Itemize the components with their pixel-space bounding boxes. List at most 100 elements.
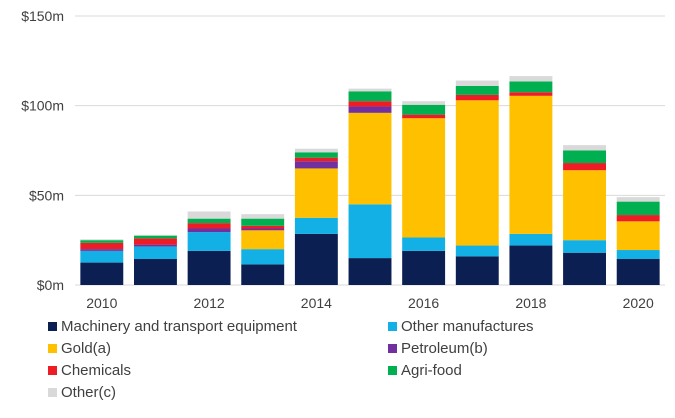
legend-label: Other(c): [61, 384, 117, 401]
bar-segment-2015-machinery-and-transport-equipment: [348, 258, 392, 285]
bar-segment-2013-other-manufactures: [241, 249, 285, 265]
y-axis-tick-labels: $0m $50m $100m $150m: [21, 8, 64, 293]
bar-segment-2017-gold-a: [455, 100, 499, 246]
bar-segment-2014-other-manufactures: [294, 217, 338, 234]
x-tick-label: 2018: [515, 295, 546, 310]
x-tick-label: 2014: [301, 295, 332, 310]
bar-segment-2013-machinery-and-transport-equipment: [241, 264, 285, 285]
bar-segment-2014-gold-a: [294, 168, 338, 218]
bar-segment-2010-agri-food: [80, 240, 124, 243]
bar-segment-2016-chemicals: [402, 114, 446, 119]
legend-item: Machinery and transport equipment: [48, 318, 297, 335]
bar-segment-2014-other-c: [294, 148, 338, 153]
bar-segment-2015-other-c: [348, 88, 392, 92]
bar-segment-2012-agri-food: [187, 218, 231, 224]
bar-segment-2013-agri-food: [241, 218, 285, 226]
bar-segment-2015-gold-a: [348, 112, 392, 205]
bar-segment-2013-other-c: [241, 214, 285, 219]
bar-segment-2011-other-manufactures: [134, 246, 177, 259]
bar-segment-2019-agri-food: [563, 150, 606, 164]
bar-segment-2020-other-c: [616, 197, 660, 202]
legend-swatch: [48, 344, 57, 353]
legend-label: Machinery and transport equipment: [61, 318, 297, 335]
bar-segment-2020-chemicals: [616, 215, 660, 222]
bar-segment-2015-other-manufactures: [348, 204, 392, 259]
bar-segment-2013-gold-a: [241, 230, 285, 250]
bar-segment-2011-other-c: [134, 234, 177, 236]
bar-segment-2016-other-manufactures: [402, 237, 446, 251]
bar-segment-2011-petroleum-b: [134, 244, 177, 247]
bar-segment-2018-chemicals: [509, 92, 553, 96]
legend-swatch: [48, 322, 57, 331]
bar-segment-2017-other-c: [455, 80, 499, 86]
bars: [80, 76, 660, 285]
legend-label: Gold(a): [61, 340, 112, 357]
bar-segment-2017-machinery-and-transport-equipment: [455, 256, 499, 285]
legend-swatch: [48, 388, 57, 397]
bar-segment-2013-petroleum-b: [241, 228, 285, 231]
bar-segment-2019-chemicals: [563, 163, 606, 171]
bar-segment-2020-agri-food: [616, 201, 660, 216]
bar-segment-2018-agri-food: [509, 81, 553, 93]
bar-segment-2016-machinery-and-transport-equipment: [402, 250, 446, 285]
legend-item: Petroleum(b): [388, 340, 488, 357]
bar-segment-2019-gold-a: [563, 170, 606, 241]
legend-swatch: [388, 344, 397, 353]
x-tick-label: 2010: [86, 295, 117, 310]
y-tick-label: $100m: [21, 98, 64, 114]
bar-segment-2019-machinery-and-transport-equipment: [563, 252, 606, 285]
bar-segment-2014-agri-food: [294, 152, 338, 158]
legend-item: Agri-food: [388, 362, 462, 379]
bar-segment-2012-petroleum-b: [187, 228, 231, 233]
bar-segment-2018-gold-a: [509, 95, 553, 234]
x-tick-label: 2012: [194, 295, 225, 310]
bar-segment-2018-other-c: [509, 76, 553, 82]
legend-label: Other manufactures: [401, 318, 534, 335]
x-tick-label: 2020: [623, 295, 654, 310]
legend-item: Other(c): [48, 384, 116, 401]
legend-item: Gold(a): [48, 340, 111, 357]
bar-segment-2012-other-manufactures: [187, 232, 231, 251]
bar-segment-2015-agri-food: [348, 91, 392, 102]
bar-segment-2010-petroleum-b: [80, 249, 124, 251]
bar-segment-2017-agri-food: [455, 85, 499, 95]
bar-segment-2011-chemicals: [134, 238, 177, 245]
legend-label: Agri-food: [401, 362, 462, 379]
bar-segment-2017-chemicals: [455, 94, 499, 101]
bar-segment-2014-petroleum-b: [294, 161, 338, 169]
bar-segment-2020-gold-a: [616, 221, 660, 251]
legend-label: Chemicals: [61, 362, 132, 379]
bar-segment-2016-agri-food: [402, 104, 446, 115]
legend-swatch: [48, 366, 57, 375]
bar-segment-2015-petroleum-b: [348, 106, 392, 113]
bar-segment-2010-machinery-and-transport-equipment: [80, 262, 124, 285]
bar-segment-2011-machinery-and-transport-equipment: [134, 259, 177, 285]
bar-segment-2014-machinery-and-transport-equipment: [294, 233, 338, 285]
bar-segment-2019-other-manufactures: [563, 240, 606, 253]
x-tick-label: 2016: [408, 295, 439, 310]
bar-segment-2015-chemicals: [348, 101, 392, 107]
bar-segment-2014-chemicals: [294, 157, 338, 162]
bar-segment-2010-other-manufactures: [80, 250, 124, 263]
bar-segment-2010-other-c: [80, 239, 124, 241]
bar-segment-2013-chemicals: [241, 225, 285, 229]
legend-label: Petroleum(b): [401, 340, 488, 357]
y-tick-label: $150m: [21, 8, 64, 24]
legend-item: Chemicals: [48, 362, 131, 379]
x-axis-tick-labels: 2010 2012 2014 2016 2018 2020: [86, 295, 654, 310]
bar-segment-2012-machinery-and-transport-equipment: [187, 250, 231, 285]
bar-segment-2018-machinery-and-transport-equipment: [509, 245, 553, 285]
legend-item: Other manufactures: [388, 318, 534, 335]
y-tick-label: $50m: [29, 187, 64, 203]
stacked-bar-chart: $0m$50m$100m$150m 2010 2012 2014 2016 2018 20…: [21, 8, 665, 310]
legend-swatch: [388, 366, 397, 375]
bar-segment-2012-chemicals: [187, 223, 231, 229]
bar-segment-2011-agri-food: [134, 235, 177, 239]
legend-swatch: [388, 322, 397, 331]
bar-segment-2016-gold-a: [402, 118, 446, 238]
bar-segment-2020-machinery-and-transport-equipment: [616, 259, 660, 285]
y-tick-label: $0m: [37, 277, 64, 293]
bar-segment-2019-other-c: [563, 145, 606, 151]
bar-segment-2020-other-manufactures: [616, 250, 660, 259]
bar-segment-2016-other-c: [402, 101, 446, 105]
